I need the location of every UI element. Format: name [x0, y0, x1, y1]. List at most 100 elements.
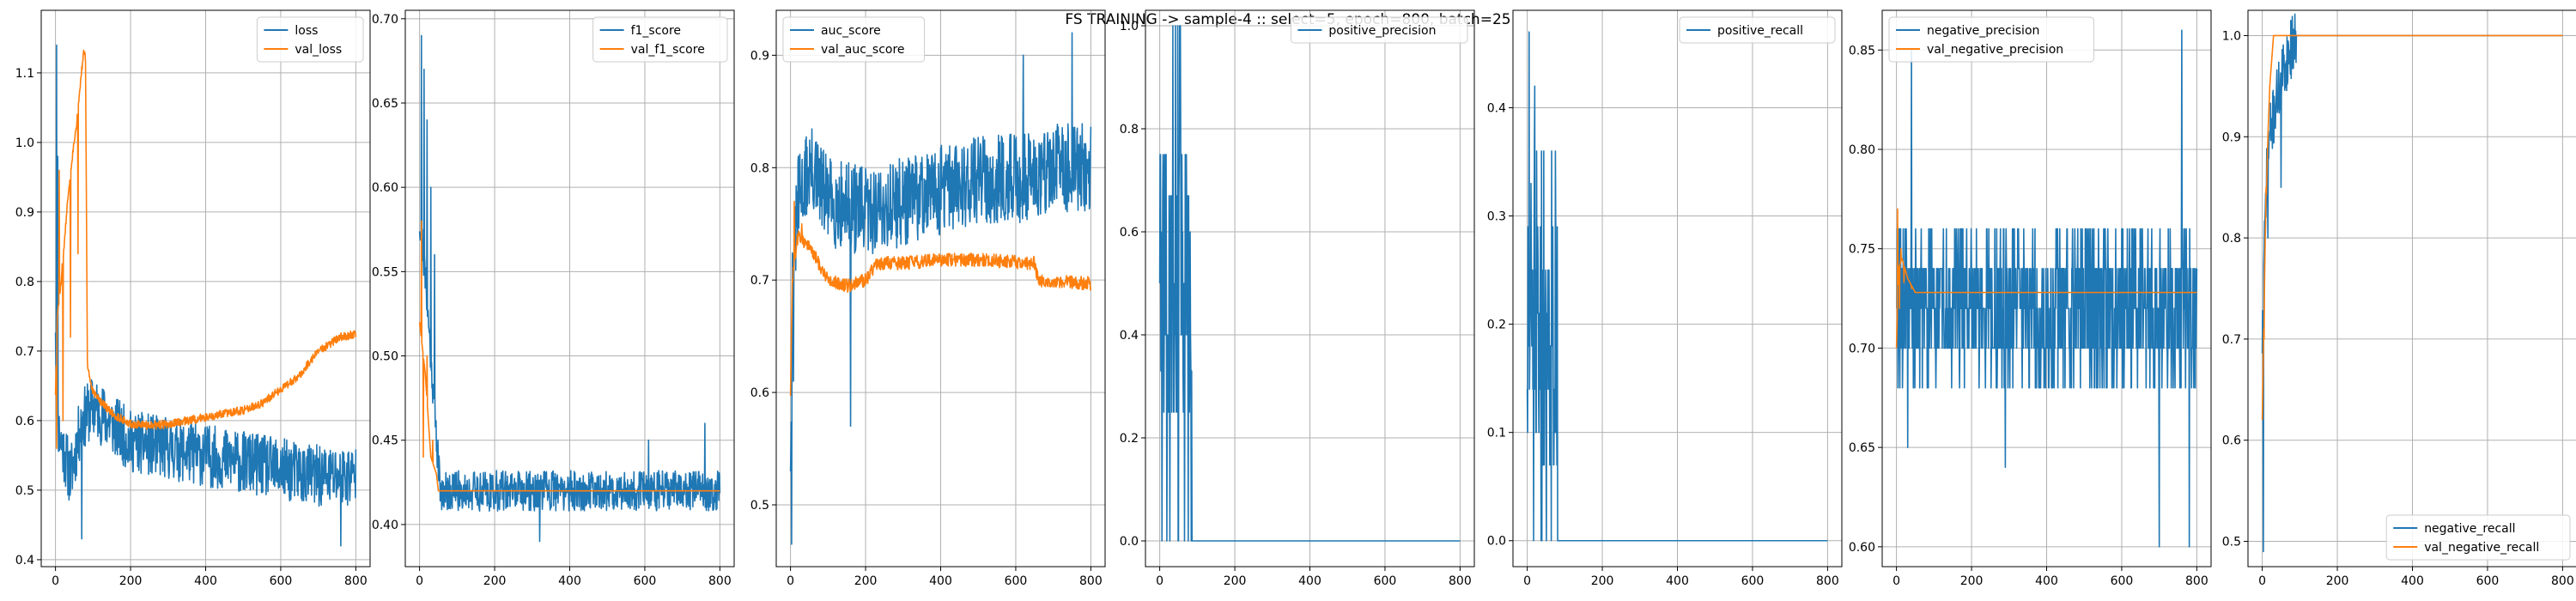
x-tick-label: 400 — [2035, 574, 2058, 588]
x-tick-label: 400 — [2401, 574, 2424, 588]
y-tick-label: 1.1 — [15, 67, 34, 81]
y-tick-label: 0.50 — [372, 350, 398, 364]
y-tick-label: 0.9 — [750, 49, 769, 63]
legend: positive_precision — [1290, 16, 1468, 44]
y-tick-label: 0.7 — [15, 345, 34, 359]
legend-box — [592, 16, 728, 63]
y-tick-label: 1.0 — [15, 137, 34, 150]
y-tick-label: 0.8 — [1120, 123, 1139, 137]
series-group — [1895, 29, 2198, 548]
x-tick-label: 200 — [1960, 574, 1984, 588]
series-line-auc_score — [789, 32, 1092, 545]
y-tick-label: 0.6 — [1120, 226, 1139, 240]
series-group — [789, 32, 1092, 545]
series-group — [54, 44, 357, 547]
y-tick-label: 1.0 — [1120, 20, 1139, 33]
y-tick-label: 0.4 — [1487, 101, 1506, 115]
x-tick-label: 0 — [1156, 574, 1163, 588]
y-tick-label: 0.65 — [1849, 441, 1875, 455]
y-tick-label: 0.8 — [750, 161, 769, 175]
x-tick-label: 200 — [2326, 574, 2349, 588]
legend: negative_recall val_negative_recall — [2385, 514, 2571, 561]
y-tick-label: 0.2 — [1120, 432, 1139, 446]
series-line-positive_recall — [1526, 31, 1828, 542]
series-line-val_negative_precision — [1895, 208, 2197, 349]
x-tick-label: 600 — [1005, 574, 1028, 588]
axes-frame — [1512, 9, 1843, 568]
y-tick-label: 0.5 — [15, 484, 34, 498]
legend-box — [256, 16, 364, 63]
x-tick-label: 800 — [344, 574, 368, 588]
x-tick-label: 0 — [2258, 574, 2266, 588]
x-tick-label: 200 — [1224, 574, 1247, 588]
x-tick-label: 400 — [194, 574, 217, 588]
y-tick-label: 0.4 — [15, 554, 34, 568]
series-group — [418, 34, 721, 543]
y-tick-label: 0.3 — [1487, 210, 1506, 224]
chart-panel-1: 0 200 400 600 800 0.4 0.5 0.6 0.7 0.8 0.9 1.0 1.1 los… — [15, 9, 371, 588]
y-tick-label: 0.60 — [1849, 541, 1875, 555]
legend-box — [782, 16, 926, 63]
series-group — [1526, 31, 1828, 542]
legend-label: auc_score — [821, 24, 881, 38]
y-tick-label: 0.5 — [750, 499, 769, 513]
x-tick-label: 400 — [1298, 574, 1321, 588]
y-tick-label: 0.8 — [15, 276, 34, 289]
x-tick-label: 200 — [854, 574, 878, 588]
y-tick-label: 0.7 — [750, 274, 769, 288]
y-tick-label: 0.0 — [1120, 535, 1139, 549]
x-tick-label: 400 — [929, 574, 952, 588]
x-tick-label: 200 — [1591, 574, 1614, 588]
x-tick-label: 800 — [1449, 574, 1472, 588]
legend-label: negative_precision — [1927, 24, 2039, 38]
legend-box — [1888, 16, 2094, 63]
legend-label: val_f1_score — [631, 43, 705, 57]
x-tick-label: 600 — [2111, 574, 2134, 588]
y-tick-label: 0.0 — [1487, 535, 1506, 549]
legend-box — [1290, 16, 1468, 44]
legend: positive_recall — [1679, 16, 1836, 44]
y-tick-label: 0.4 — [1120, 329, 1139, 343]
chart-panel-5: 0 200 400 600 800 0.0 0.1 0.2 0.3 0.4 positive_rec… — [1487, 9, 1843, 588]
series-line-f1_score — [418, 34, 721, 543]
x-tick-label: 800 — [2551, 574, 2574, 588]
y-tick-label: 0.6 — [2222, 434, 2241, 448]
series-line-positive_precision — [1158, 25, 1461, 542]
chart-panels: 0 200 400 600 800 0.4 0.5 0.6 0.7 0.8 0.9 1.0 1.1 los… — [15, 9, 2576, 588]
axes-frame — [2247, 9, 2576, 568]
y-tick-label: 0.6 — [15, 415, 34, 428]
legend-label: loss — [295, 24, 318, 38]
y-tick-label: 1.0 — [2222, 29, 2241, 43]
legend: negative_precision val_negative_precision — [1888, 16, 2094, 63]
x-tick-label: 600 — [2476, 574, 2500, 588]
axes-frame — [1145, 9, 1475, 568]
chart-panel-7: 0 200 400 600 800 0.5 0.6 0.7 0.8 0.9 1.0 negative_… — [2222, 9, 2576, 588]
y-tick-label: 0.65 — [372, 97, 398, 111]
axes-frame — [404, 9, 735, 568]
legend: f1_score val_f1_score — [592, 16, 728, 63]
y-tick-label: 0.9 — [15, 206, 34, 220]
y-tick-label: 0.55 — [372, 265, 398, 279]
legend-label: positive_precision — [1328, 24, 1436, 38]
x-tick-label: 0 — [787, 574, 794, 588]
legend-label: positive_recall — [1717, 24, 1803, 38]
x-tick-label: 200 — [119, 574, 143, 588]
series-line-val_negative_recall — [2261, 34, 2563, 421]
legend-label: f1_score — [631, 24, 681, 38]
y-tick-label: 0.9 — [2222, 131, 2241, 144]
x-tick-label: 0 — [1523, 574, 1531, 588]
series-group — [1158, 25, 1461, 542]
x-tick-label: 800 — [708, 574, 732, 588]
x-tick-label: 0 — [52, 574, 59, 588]
chart-panel-3: 0 200 400 600 800 0.5 0.6 0.7 0.8 0.9 auc_scoreval… — [750, 9, 1106, 588]
legend-label: val_loss — [295, 43, 342, 57]
series-group — [2261, 13, 2563, 553]
x-tick-label: 0 — [1893, 574, 1900, 588]
series-line-negative_precision — [1896, 29, 2198, 548]
x-tick-label: 800 — [1816, 574, 1839, 588]
axes-frame — [40, 9, 371, 568]
x-tick-label: 600 — [1374, 574, 1397, 588]
x-tick-label: 200 — [483, 574, 507, 588]
y-tick-label: 0.7 — [2222, 333, 2241, 347]
y-tick-label: 0.75 — [1849, 243, 1875, 257]
